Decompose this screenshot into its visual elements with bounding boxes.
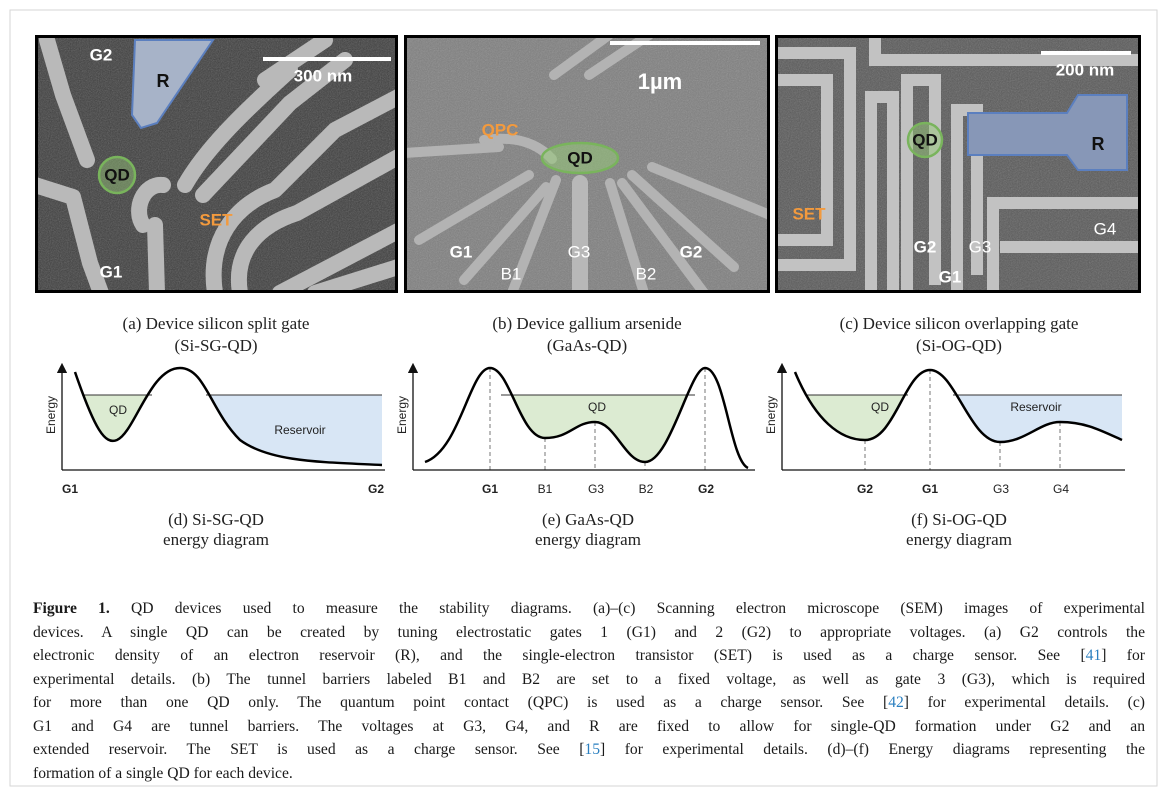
sem-image-c: 200 nm QD R SET G2 G1 G3 G4	[775, 35, 1141, 293]
subcaption: (f) Si-OG-QD	[911, 510, 1007, 529]
gate-label: G2	[857, 482, 873, 496]
axis-label: Energy	[44, 396, 58, 434]
scale-bar-label: 200 nm	[1056, 60, 1115, 79]
citation: 41	[1086, 647, 1102, 664]
subcaption: (b) Device gallium arsenide	[492, 314, 681, 333]
subcaption: (e) GaAs-QD	[542, 510, 634, 529]
caption-label: Figure 1.	[33, 600, 110, 617]
region-label: QD	[588, 400, 606, 414]
citation: 15	[584, 741, 600, 758]
subcaption: energy diagram	[906, 530, 1012, 549]
caption-text: experimental details. (b) The tunnel bar…	[33, 671, 1145, 688]
subcaption: energy diagram	[535, 530, 641, 549]
axis-label: Energy	[395, 396, 409, 434]
gate-label: G2	[90, 45, 113, 64]
caption-line: G1 and G4 are tunnel barriers. The volta…	[33, 715, 1145, 739]
gate-label: B1	[538, 482, 553, 496]
caption-text: extended reservoir. The SET is used as a…	[33, 741, 584, 758]
caption-line: Figure 1. QD devices used to measure the…	[33, 597, 1145, 621]
gate-label: G1	[450, 242, 473, 261]
gate-label: B1	[501, 264, 522, 283]
set-label: SET	[199, 210, 233, 229]
gate-label: G2	[698, 482, 714, 496]
subcaption: (Si-SG-QD)	[174, 336, 257, 355]
region-label: QD	[871, 400, 889, 414]
sem-image-b: 1µm QPC QD G1 B1 G3 B2 G2	[404, 35, 770, 293]
subcaption: (a) Device silicon split gate	[123, 314, 310, 333]
caption-line: formation of a single QD for each device…	[33, 762, 1145, 786]
gate-label: G3	[993, 482, 1009, 496]
caption-text: QD devices used to measure the stability…	[110, 600, 1145, 617]
caption-text: ] for experimental details. (d)–(f) Ener…	[600, 741, 1145, 758]
figure-caption: Figure 1. QD devices used to measure the…	[33, 597, 1145, 785]
gate-label: G1	[100, 262, 123, 281]
qd-label: QD	[567, 148, 593, 167]
gate-label: G4	[1053, 482, 1069, 496]
caption-line: electronic density of an electron reserv…	[33, 644, 1145, 668]
gate-label: G3	[969, 237, 992, 256]
caption-text: ] for	[1101, 647, 1145, 664]
gate-label: B2	[639, 482, 654, 496]
reservoir-label: R	[157, 71, 170, 91]
citation: 42	[888, 694, 904, 711]
subcaption: (Si-OG-QD)	[916, 336, 1002, 355]
caption-text: formation of a single QD for each device…	[33, 765, 293, 782]
subcaption: (c) Device silicon overlapping gate	[840, 314, 1079, 333]
caption-text: for more than one QD only. The quantum p…	[33, 694, 888, 711]
subcaption: (GaAs-QD)	[547, 336, 627, 355]
axis-label: Energy	[764, 396, 778, 434]
gate-label: G1	[482, 482, 498, 496]
gate-label: G4	[1094, 219, 1117, 238]
reservoir-label: R	[1092, 134, 1105, 154]
gate-label: G2	[368, 482, 384, 496]
set-label: SET	[792, 204, 826, 223]
subcaption: (d) Si-SG-QD	[168, 510, 264, 529]
gate-label: B2	[636, 264, 657, 283]
gate-label: G1	[922, 482, 938, 496]
gate-label: G2	[914, 237, 937, 256]
gate-label: G1	[62, 482, 78, 496]
gate-label: G3	[588, 482, 604, 496]
gate-label: G1	[939, 267, 962, 286]
scale-bar-label: 300 nm	[294, 66, 353, 85]
caption-line: for more than one QD only. The quantum p…	[33, 691, 1145, 715]
gate-label: G2	[680, 242, 703, 261]
caption-text: G1 and G4 are tunnel barriers. The volta…	[33, 718, 1145, 735]
qd-label: QD	[104, 165, 130, 184]
qd-label: QD	[912, 130, 938, 149]
caption-text: electronic density of an electron reserv…	[33, 647, 1086, 664]
caption-line: extended reservoir. The SET is used as a…	[33, 738, 1145, 762]
region-label: Reservoir	[1010, 400, 1061, 414]
subcaption: energy diagram	[163, 530, 269, 549]
caption-line: experimental details. (b) The tunnel bar…	[33, 668, 1145, 692]
page: { "panels": [ {"labels": ["G2", "R", "30…	[0, 0, 1167, 796]
sem-image-a: G2 R 300 nm QD SET G1	[35, 35, 398, 293]
caption-line: devices. A single QD can be created by t…	[33, 621, 1145, 645]
region-label: Reservoir	[274, 423, 325, 437]
scale-bar-label: 1µm	[638, 69, 682, 94]
gate-label: G3	[568, 242, 591, 261]
region-label: QD	[109, 403, 127, 417]
qpc-label: QPC	[482, 120, 519, 139]
caption-text: devices. A single QD can be created by t…	[33, 624, 1145, 641]
caption-text: ] for experimental details. (c)	[904, 694, 1145, 711]
